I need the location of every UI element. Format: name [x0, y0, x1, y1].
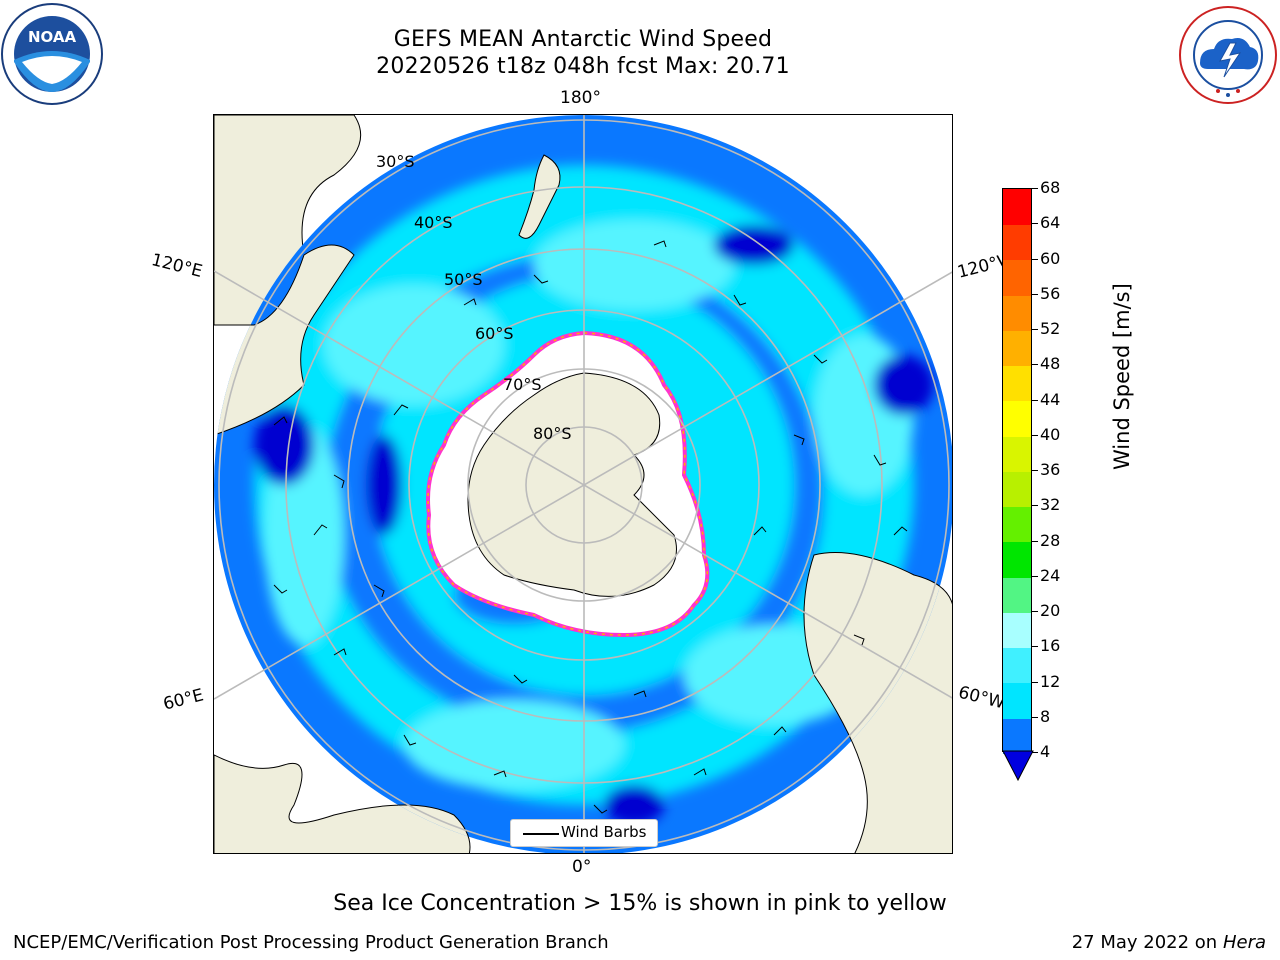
footer-date-text: 27 May 2022 on: [1071, 932, 1218, 953]
wind-speed-map: [214, 115, 952, 853]
colorbar-segment: [1003, 506, 1031, 543]
colorbar-segment: [1003, 717, 1031, 754]
colorbar-tick-label: 36: [1040, 460, 1061, 479]
colorbar-tick-label: 28: [1040, 530, 1061, 550]
colorbar-tick-label: 68: [1040, 178, 1061, 197]
lon-label-60e: 60°E: [161, 685, 206, 715]
colorbar-tick-mark: [1032, 575, 1038, 577]
colorbar-tick-label: 32: [1040, 495, 1061, 515]
colorbar-segment: [1003, 612, 1031, 648]
chart-title: GEFS MEAN Antarctic Wind Speed: [393, 27, 773, 52]
colorbar-tick-mark: [1032, 716, 1038, 718]
colorbar-segment: [1003, 294, 1031, 331]
colorbar-label: Wind Speed [m/s]: [1110, 283, 1134, 470]
chart-subtitle: 20220526 t18z 048h fcst Max: 20.71: [376, 54, 790, 79]
legend-label: Wind Barbs: [561, 823, 647, 841]
colorbar-segment: [1003, 365, 1031, 402]
colorbar-tick-mark: [1032, 434, 1038, 436]
colorbar-tick-label: 60: [1040, 248, 1061, 268]
colorbar-tick-mark: [1032, 293, 1038, 295]
colorbar-segment: [1003, 330, 1031, 366]
colorbar-tick-mark: [1032, 505, 1038, 507]
lat-label-50s: 50°S: [444, 270, 483, 289]
colorbar-tick-mark: [1032, 223, 1038, 225]
colorbar-tick-label: 16: [1040, 636, 1061, 656]
nws-logo-icon: [1178, 5, 1278, 105]
lat-label-40s: 40°S: [414, 213, 453, 232]
colorbar-tick-mark: [1032, 611, 1038, 612]
lat-label-70s: 70°S: [503, 375, 542, 394]
colorbar-tick-mark: [1032, 646, 1038, 648]
footer-date: 27 May 2022 on Hera: [1072, 932, 1266, 953]
colorbar-tick-label: 24: [1040, 565, 1061, 585]
wind-barbs-legend: Wind Barbs: [510, 819, 658, 847]
colorbar-segment: [1003, 471, 1031, 507]
wind-barbs: [273, 240, 908, 814]
colorbar-segment: [1003, 576, 1031, 613]
colorbar-tick-mark: [1032, 329, 1038, 330]
footer-credit: NCEP/EMC/Verification Post Processing Pr…: [13, 932, 609, 953]
colorbar-tick-mark: [1032, 258, 1038, 260]
colorbar-segment: [1003, 682, 1031, 719]
legend-line-icon: [523, 833, 559, 835]
colorbar-tick-mark: [1032, 752, 1038, 753]
noaa-logo-text: NOAA: [28, 28, 77, 46]
colorbar-tick-mark: [1032, 399, 1038, 401]
colorbar-tick-mark: [1032, 364, 1038, 366]
colorbar-segment: [1003, 400, 1031, 437]
colorbar-tick-mark: [1032, 681, 1038, 683]
lon-label-180: 180°: [560, 88, 601, 108]
colorbar-segment: [1003, 189, 1031, 225]
colorbar-tick-label: 44: [1040, 389, 1061, 409]
sea-ice-caption: Sea Ice Concentration > 15% is shown in …: [333, 891, 947, 916]
colorbar-tick-label: 12: [1040, 671, 1061, 691]
colorbar-segment: [1003, 435, 1031, 472]
colorbar-segment: [1003, 647, 1031, 684]
noaa-logo-icon: NOAA: [0, 2, 104, 106]
lat-label-60s: 60°S: [475, 324, 514, 343]
footer-machine: Hera: [1222, 932, 1266, 953]
lon-label-120e: 120°E: [149, 250, 205, 282]
colorbar-tick-mark: [1032, 188, 1038, 189]
colorbar-tick-label: 64: [1040, 213, 1061, 233]
colorbar-segment: [1003, 224, 1031, 261]
map-panel: [213, 114, 953, 854]
graticule: [214, 115, 952, 853]
lon-label-60w: 60°W: [956, 682, 1007, 714]
colorbar-tick-mark: [1032, 470, 1038, 471]
colorbar-tick-mark: [1032, 540, 1038, 542]
colorbar-segment: [1003, 541, 1031, 578]
colorbar-tick-label: 40: [1040, 424, 1061, 444]
lat-label-80s: 80°S: [533, 424, 572, 443]
colorbar-tick-label: 4: [1040, 742, 1051, 761]
colorbar-under-arrow: [1002, 750, 1034, 782]
colorbar-tick-label: 52: [1040, 319, 1061, 338]
lat-label-30s: 30°S: [376, 152, 415, 171]
lon-label-0: 0°: [572, 857, 592, 877]
colorbar: [1002, 188, 1032, 754]
colorbar-tick-label: 20: [1040, 601, 1061, 620]
colorbar-tick-label: 48: [1040, 354, 1061, 374]
colorbar-tick-label: 56: [1040, 283, 1061, 303]
colorbar-segment: [1003, 259, 1031, 296]
colorbar-tick-label: 8: [1040, 706, 1051, 726]
